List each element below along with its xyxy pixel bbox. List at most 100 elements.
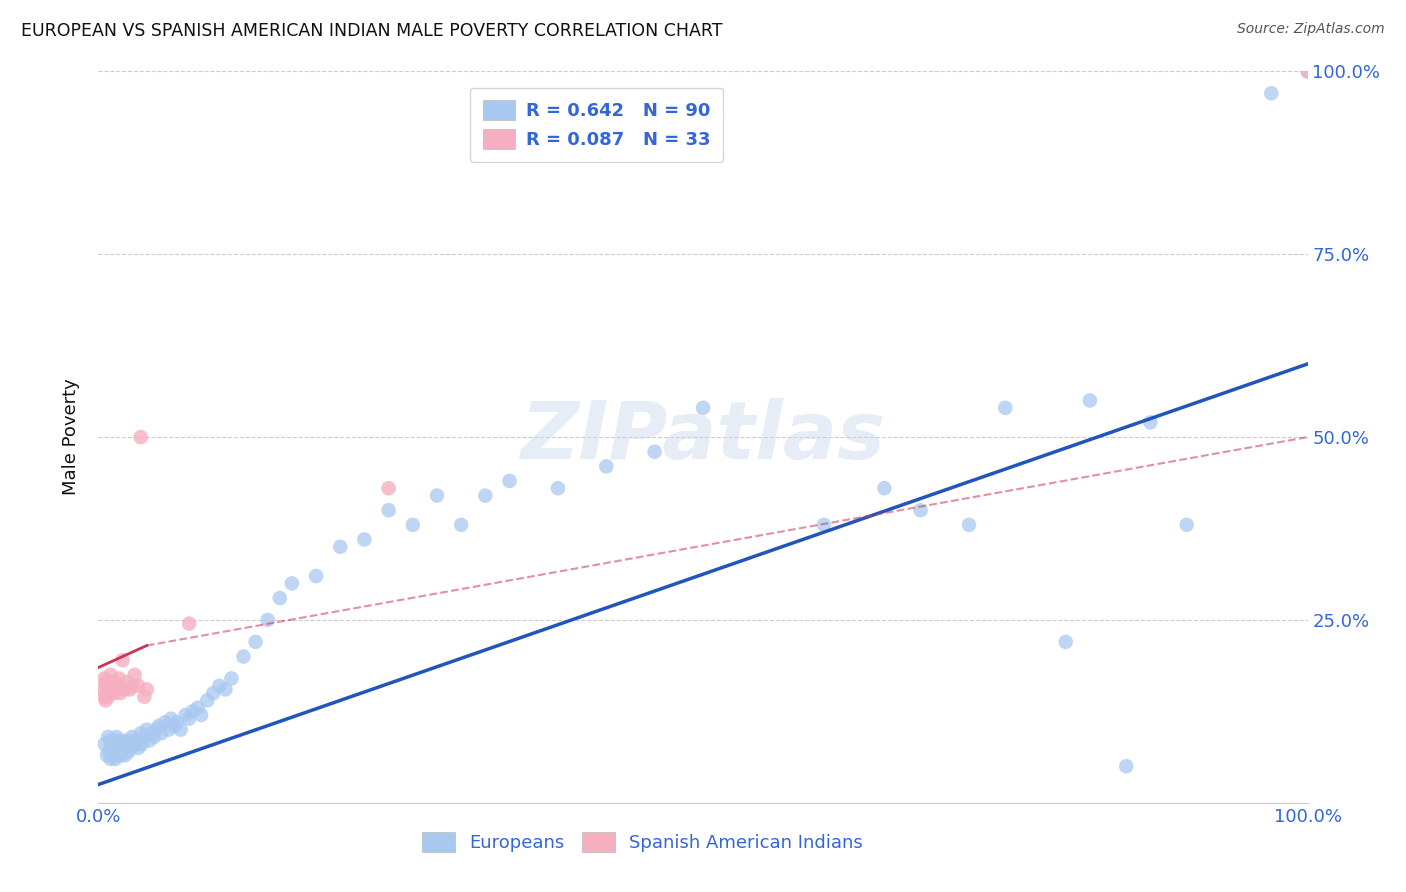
Point	[131, 737, 153, 751]
Point	[118, 733, 141, 747]
Point	[1078, 393, 1101, 408]
Point	[910, 503, 932, 517]
Point	[134, 690, 156, 704]
Point	[94, 675, 117, 690]
Point	[813, 517, 835, 532]
Point	[104, 752, 127, 766]
Point	[143, 730, 166, 744]
Point	[96, 748, 118, 763]
Point	[377, 503, 399, 517]
Point	[329, 540, 352, 554]
Point	[118, 745, 141, 759]
Point	[103, 733, 125, 747]
Legend: Europeans, Spanish American Indians: Europeans, Spanish American Indians	[415, 825, 870, 860]
Point	[127, 740, 149, 755]
Point	[181, 705, 204, 719]
Point	[117, 737, 139, 751]
Point	[644, 444, 666, 458]
Point	[190, 708, 212, 723]
Point	[115, 740, 138, 755]
Point	[121, 730, 143, 744]
Point	[195, 693, 218, 707]
Point	[134, 730, 156, 744]
Point	[96, 686, 118, 700]
Point	[100, 679, 122, 693]
Point	[129, 726, 152, 740]
Point	[256, 613, 278, 627]
Point	[108, 686, 131, 700]
Point	[150, 726, 173, 740]
Point	[111, 737, 134, 751]
Point	[957, 517, 980, 532]
Point	[245, 635, 267, 649]
Point	[1115, 759, 1137, 773]
Point	[108, 740, 131, 755]
Point	[94, 693, 117, 707]
Point	[135, 682, 157, 697]
Point	[121, 679, 143, 693]
Point	[202, 686, 225, 700]
Point	[595, 459, 617, 474]
Point	[138, 733, 160, 747]
Point	[873, 481, 896, 495]
Point	[108, 737, 131, 751]
Point	[174, 708, 197, 723]
Point	[108, 733, 131, 747]
Point	[169, 723, 191, 737]
Point	[214, 682, 236, 697]
Point	[179, 712, 201, 726]
Point	[101, 679, 124, 693]
Point	[208, 679, 231, 693]
Point	[114, 748, 136, 763]
Point	[377, 481, 399, 495]
Point	[160, 712, 183, 726]
Point	[153, 715, 176, 730]
Point	[547, 481, 569, 495]
Point	[145, 723, 167, 737]
Point	[93, 672, 115, 686]
Point	[103, 745, 125, 759]
Point	[1260, 87, 1282, 101]
Point	[100, 682, 122, 697]
Y-axis label: Male Poverty: Male Poverty	[62, 379, 80, 495]
Point	[98, 745, 121, 759]
Point	[110, 748, 132, 763]
Point	[1054, 635, 1077, 649]
Point	[994, 401, 1017, 415]
Point	[104, 675, 127, 690]
Point	[402, 517, 425, 532]
Point	[141, 726, 163, 740]
Point	[108, 745, 131, 759]
Point	[114, 733, 136, 747]
Point	[353, 533, 375, 547]
Text: ZIPatlas: ZIPatlas	[520, 398, 886, 476]
Point	[98, 675, 121, 690]
Point	[101, 748, 124, 763]
Point	[1296, 64, 1319, 78]
Point	[1296, 64, 1319, 78]
Point	[127, 679, 149, 693]
Point	[187, 700, 209, 714]
Point	[474, 489, 496, 503]
Point	[129, 430, 152, 444]
Point	[111, 653, 134, 667]
Point	[101, 737, 124, 751]
Point	[692, 401, 714, 415]
Text: EUROPEAN VS SPANISH AMERICAN INDIAN MALE POVERTY CORRELATION CHART: EUROPEAN VS SPANISH AMERICAN INDIAN MALE…	[21, 22, 723, 40]
Point	[498, 474, 520, 488]
Point	[97, 690, 120, 704]
Point	[157, 723, 180, 737]
Point	[105, 740, 128, 755]
Point	[179, 616, 201, 631]
Point	[100, 733, 122, 747]
Point	[103, 686, 125, 700]
Point	[105, 682, 128, 697]
Point	[232, 649, 254, 664]
Point	[1139, 416, 1161, 430]
Point	[108, 672, 131, 686]
Point	[111, 745, 134, 759]
Point	[120, 740, 142, 755]
Point	[93, 737, 115, 751]
Text: Source: ZipAtlas.com: Source: ZipAtlas.com	[1237, 22, 1385, 37]
Point	[117, 675, 139, 690]
